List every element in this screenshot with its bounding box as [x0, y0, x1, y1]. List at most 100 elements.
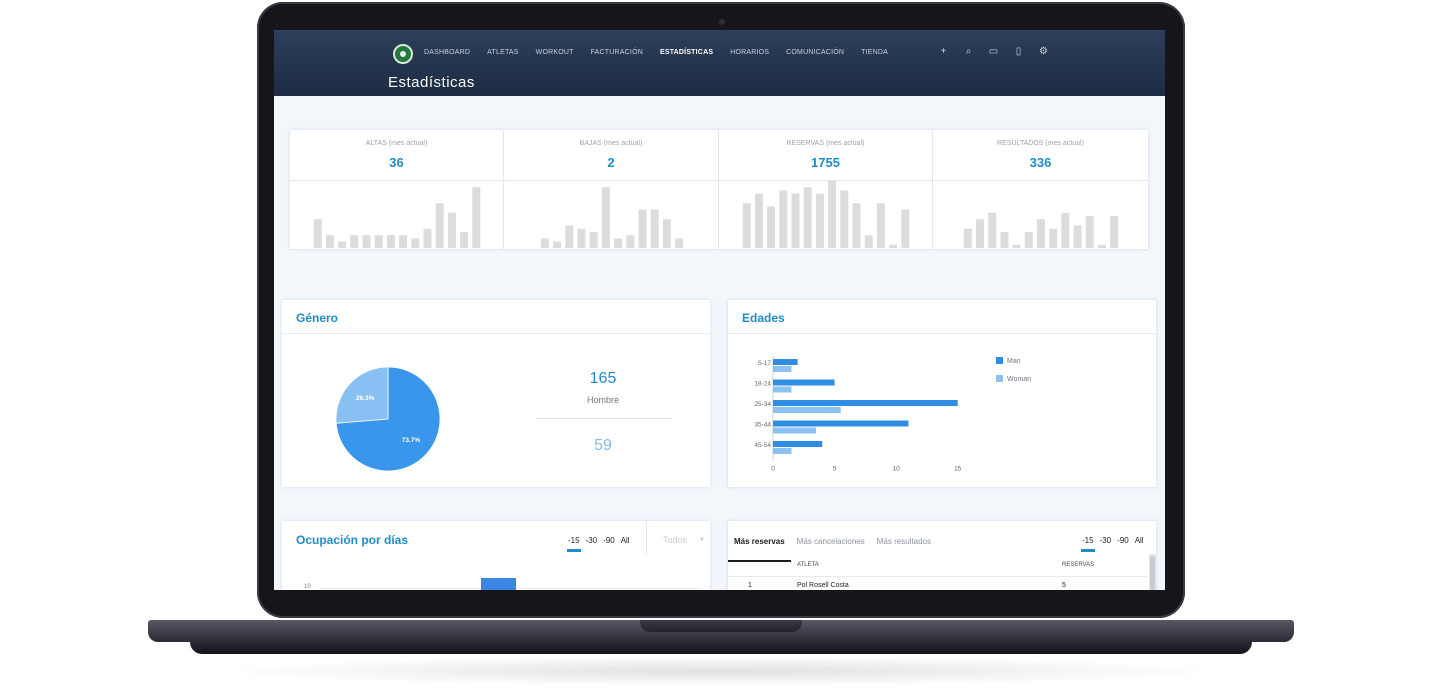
tab-mas-cancelaciones[interactable]: Más cancelaciones [796, 537, 865, 546]
stat-divider [504, 180, 718, 181]
app-logo[interactable] [393, 44, 413, 64]
spark-bar [1048, 228, 1057, 248]
spark-bar [350, 235, 359, 248]
scrollbar-thumb[interactable] [1150, 556, 1155, 590]
search-icon[interactable]: ⌕ [965, 46, 972, 57]
stat-divider [719, 180, 932, 181]
panel-divider [728, 333, 1156, 334]
spark-bar [901, 209, 910, 248]
spark-bar [399, 235, 408, 248]
spark-bar [754, 193, 763, 248]
nav-item-2[interactable]: WORKOUT [535, 49, 574, 56]
bar-woman[interactable] [773, 366, 792, 372]
stat-divider [290, 180, 503, 181]
mujer-count: 59 [594, 437, 612, 454]
nav-item-0[interactable]: DASHBOARD [424, 49, 471, 56]
period-90[interactable]: -90 [603, 536, 615, 545]
spark-bar [411, 238, 420, 248]
edades-title: Edades [742, 311, 785, 325]
nav-item-5[interactable]: HORARIOS [730, 49, 770, 56]
tab-mas-reservas[interactable]: Más reservas [728, 537, 791, 562]
spark-bar [963, 228, 972, 248]
legend-man-label: Man [1007, 358, 1021, 365]
row-rank: 1 [748, 582, 752, 589]
spark-bar [876, 203, 885, 248]
legend-man-swatch [996, 357, 1003, 364]
plus-icon[interactable]: + [940, 46, 947, 57]
bar-woman[interactable] [773, 407, 841, 413]
spark-bar [362, 235, 371, 248]
mobile-icon[interactable]: ▯ [1015, 46, 1022, 57]
laptop-notch [640, 620, 802, 632]
period-30[interactable]: -30 [585, 536, 598, 545]
spark-bar [650, 209, 659, 248]
stat-3: RESULTADOS (mes actual) 336 [933, 130, 1148, 249]
bar-woman[interactable] [773, 427, 817, 434]
nav-item-3[interactable]: FACTURACIÓN [590, 49, 643, 56]
spark-bar [589, 232, 598, 248]
spark-bar [674, 238, 683, 248]
table-header: ATLETA RESERVAS [728, 554, 1148, 577]
pie-slice-1[interactable] [335, 366, 389, 424]
genero-divider [536, 418, 672, 419]
hombre-count: 165 [589, 370, 617, 387]
category-label: 35-44 [754, 422, 771, 429]
legend-woman-swatch [996, 375, 1003, 382]
bar-woman[interactable] [773, 448, 792, 454]
x-tick-label: 5 [833, 466, 837, 473]
bar-man[interactable] [773, 400, 958, 406]
spark-bar [613, 238, 622, 248]
bar-woman[interactable] [773, 386, 792, 393]
period-90[interactable]: -90 [1117, 536, 1129, 545]
toolbar-icons: + ⌕ ▭ ▯ ⚙ [931, 46, 1056, 57]
spark-bar [889, 244, 898, 248]
pie-slice-label: 26.3% [356, 395, 375, 402]
todos-dropdown[interactable]: Todos ▼ [646, 521, 717, 554]
spark-bar [803, 187, 812, 248]
spark-bar [460, 232, 469, 248]
ocupacion-bar [481, 578, 516, 590]
spark-bar [1012, 244, 1021, 248]
app-screen: DASHBOARD ATLETAS WORKOUT FACTURACIÓN ESTADÍ… [274, 30, 1165, 590]
spark-bar [864, 235, 873, 248]
stat-sparkbars [742, 181, 910, 248]
spark-bar [325, 235, 334, 248]
nav-item-6[interactable]: COMUNICACIÓN [786, 49, 845, 56]
ranking-panel: Más reservas Más cancelaciones Más resul… [728, 521, 1156, 590]
gear-icon[interactable]: ⚙ [1039, 46, 1048, 57]
col-reservas[interactable]: RESERVAS [1062, 562, 1095, 568]
period-15[interactable]: -15 [567, 536, 581, 552]
bar-man[interactable] [773, 441, 823, 447]
spark-bar [828, 181, 837, 248]
laptop-shadow [210, 656, 1230, 686]
stat-label: RESERVAS (mes actual) [786, 140, 865, 147]
bar-man[interactable] [773, 420, 909, 427]
period-all[interactable]: All [620, 536, 630, 545]
spark-bar [601, 187, 610, 248]
col-atleta[interactable]: ATLETA [797, 562, 819, 568]
legend-man[interactable]: Man [996, 357, 1021, 365]
stat-1: BAJAS (mes actual) 2 [504, 130, 719, 249]
period-15[interactable]: -15 [1081, 536, 1095, 552]
ocupacion-title: Ocupación por días [296, 533, 409, 547]
monitor-icon[interactable]: ▭ [988, 46, 999, 57]
legend-woman[interactable]: Woman [996, 375, 1031, 383]
edades-bar-chart: 5-17 18-24 25-34 35-44 45-54 0 5 10 15 [754, 356, 962, 473]
nav-item-4[interactable]: ESTADÍSTICAS [659, 49, 714, 56]
period-all[interactable]: All [1134, 536, 1144, 545]
table-scrollbar[interactable] [1149, 554, 1156, 590]
stat-label: RESULTADOS (mes actual) [997, 140, 1084, 147]
spark-bar [338, 241, 347, 248]
ranking-tabs: Más reservas Más cancelaciones Más resul… [728, 521, 937, 562]
spark-bar [852, 203, 861, 248]
nav-item-1[interactable]: ATLETAS [487, 49, 519, 56]
period-30[interactable]: -30 [1099, 536, 1112, 545]
nav-item-7[interactable]: TIENDA [861, 49, 889, 56]
bar-man[interactable] [773, 359, 798, 365]
category-label: 18-24 [754, 381, 771, 388]
ocupacion-period-selector: -15 -30 -90 All [567, 536, 630, 552]
spark-bar [313, 219, 322, 248]
tab-mas-resultados[interactable]: Más resultados [876, 537, 932, 546]
genero-panel: Género 73.7% 26.3% 165 Hombre 59 [282, 300, 710, 487]
bar-man[interactable] [773, 379, 835, 386]
